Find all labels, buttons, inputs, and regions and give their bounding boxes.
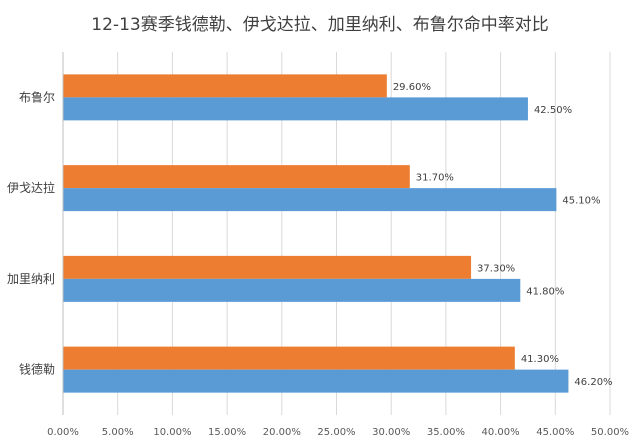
data-label: 41.30% xyxy=(521,354,559,365)
x-tick-label: 5.00% xyxy=(102,427,134,438)
x-tick-label: 20.00% xyxy=(263,427,301,438)
bar xyxy=(63,346,515,370)
data-label: 29.60% xyxy=(393,82,431,93)
data-label: 45.10% xyxy=(562,196,600,207)
x-tick-label: 50.00% xyxy=(591,427,629,438)
category-label: 加里纳利 xyxy=(7,272,55,286)
x-tick-label: 0.00% xyxy=(47,427,79,438)
bar xyxy=(63,165,410,189)
category-label: 布鲁尔 xyxy=(19,89,55,104)
x-tick-label: 25.00% xyxy=(317,427,355,438)
data-label: 41.80% xyxy=(526,286,564,297)
data-label: 31.70% xyxy=(416,173,454,184)
x-tick-label: 10.00% xyxy=(153,427,191,438)
category-label: 钱德勒 xyxy=(19,362,55,377)
bar xyxy=(63,278,521,302)
bar xyxy=(63,255,472,279)
x-tick-label: 35.00% xyxy=(427,427,465,438)
x-tick-label: 40.00% xyxy=(482,427,520,438)
bar xyxy=(63,97,528,121)
chart-title: 12-13赛季钱德勒、伊戈达拉、加里纳利、布鲁尔命中率对比 xyxy=(91,15,549,35)
x-tick-label: 15.00% xyxy=(208,427,246,438)
bar xyxy=(63,369,569,393)
bar xyxy=(63,188,557,212)
data-label: 37.30% xyxy=(477,263,515,274)
data-label: 46.20% xyxy=(574,377,612,388)
data-label: 42.50% xyxy=(534,105,572,116)
bar xyxy=(63,74,387,98)
x-tick-label: 45.00% xyxy=(536,427,574,438)
category-label: 伊戈达拉 xyxy=(7,180,55,195)
x-tick-label: 30.00% xyxy=(372,427,410,438)
